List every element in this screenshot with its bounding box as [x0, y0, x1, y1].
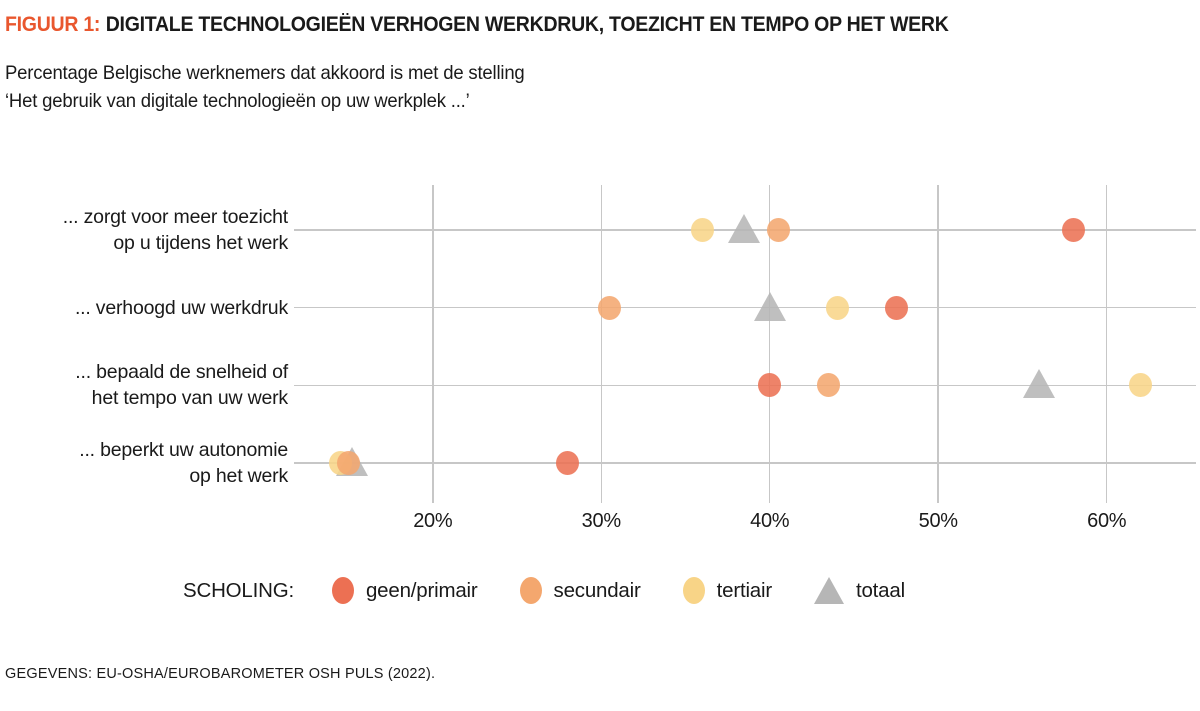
x-tick-label-50%: 50%	[918, 510, 958, 532]
data-point-geen-primair-row1	[884, 295, 908, 320]
data-point-totaal-row2	[1023, 369, 1056, 399]
legend-label-totaal: totaal	[855, 578, 905, 602]
data-point-tertiair-row2	[1128, 373, 1152, 398]
x-gridline-30%	[600, 185, 602, 503]
legend-title: SCHOLING:	[183, 578, 294, 602]
legend-item-totaal: totaal	[813, 577, 905, 604]
data-point-tertiair-row0	[690, 218, 714, 242]
x-gridline-40%	[768, 185, 771, 503]
data-point-geen-primair-row2	[758, 373, 782, 398]
category-label-0: ... zorgt voor meer toezicht op u tijdens…	[62, 206, 288, 254]
tertiair-circle-icon	[682, 577, 705, 604]
data-point-geen-primair-row3	[556, 451, 580, 475]
x-tick-label-60%: 60%	[1087, 510, 1127, 532]
category-gridline-3	[294, 462, 1196, 464]
y-axis-category-labels: ... zorgt voor meer toezicht op u tijdens…	[0, 185, 288, 503]
legend-item-geen-primair: geen/primair	[331, 577, 478, 604]
totaal-triangle-icon	[813, 577, 844, 604]
data-point-secundair-row3	[337, 451, 361, 475]
figure-title-text: DIGITALE TECHNOLOGIEËN VERHOGEN WERKDRUK…	[105, 13, 949, 36]
category-gridline-2	[294, 384, 1196, 387]
x-tick-label-40%: 40%	[750, 510, 790, 532]
plot-area	[294, 185, 1196, 503]
data-point-secundair-row0	[766, 218, 790, 242]
data-point-secundair-row1	[598, 295, 622, 320]
data-point-totaal-row1	[753, 291, 786, 321]
legend-label-geen-primair: geen/primair	[365, 578, 478, 602]
x-gridline-50%	[937, 185, 939, 503]
data-point-totaal-row0	[728, 214, 761, 243]
x-gridline-20%	[432, 185, 434, 503]
data-point-secundair-row2	[817, 373, 841, 398]
subtitle-line-2: ‘Het gebruik van digitale technologieën …	[5, 90, 470, 112]
legend-label-tertiair: tertiair	[716, 578, 773, 602]
category-label-1: ... verhoogd uw werkdruk	[74, 296, 288, 319]
figure-subtitle: Percentage Belgische werknemers dat akko…	[5, 59, 525, 115]
subtitle-line-1: Percentage Belgische werknemers dat akko…	[5, 62, 525, 84]
figure-number-label: FIGUUR 1:	[5, 13, 101, 36]
category-gridline-1	[294, 306, 1196, 309]
geen-primair-circle-icon	[331, 577, 354, 604]
category-label-3: ... beperkt uw autonomie op het werk	[79, 439, 288, 487]
x-tick-label-30%: 30%	[581, 510, 621, 532]
legend-item-tertiair: tertiair	[682, 577, 773, 604]
legend-label-secundair: secundair	[553, 578, 641, 602]
data-point-geen-primair-row0	[1061, 218, 1085, 242]
category-label-2: ... bepaald de snelheid of het tempo van …	[75, 361, 288, 410]
legend-item-secundair: secundair	[519, 577, 641, 604]
figure-title: FIGUUR 1: DIGITALE TECHNOLOGIEËN VERHOGEN…	[5, 13, 949, 37]
data-point-tertiair-row1	[825, 295, 849, 320]
chart-legend: SCHOLING: geen/primair secundair tertiai…	[183, 577, 905, 604]
data-source-note: GEGEVENS: EU-OSHA/EUROBAROMETER OSH PULS…	[5, 666, 436, 682]
secundair-circle-icon	[519, 577, 542, 604]
x-tick-label-20%: 20%	[413, 510, 453, 532]
x-gridline-60%	[1105, 185, 1108, 503]
